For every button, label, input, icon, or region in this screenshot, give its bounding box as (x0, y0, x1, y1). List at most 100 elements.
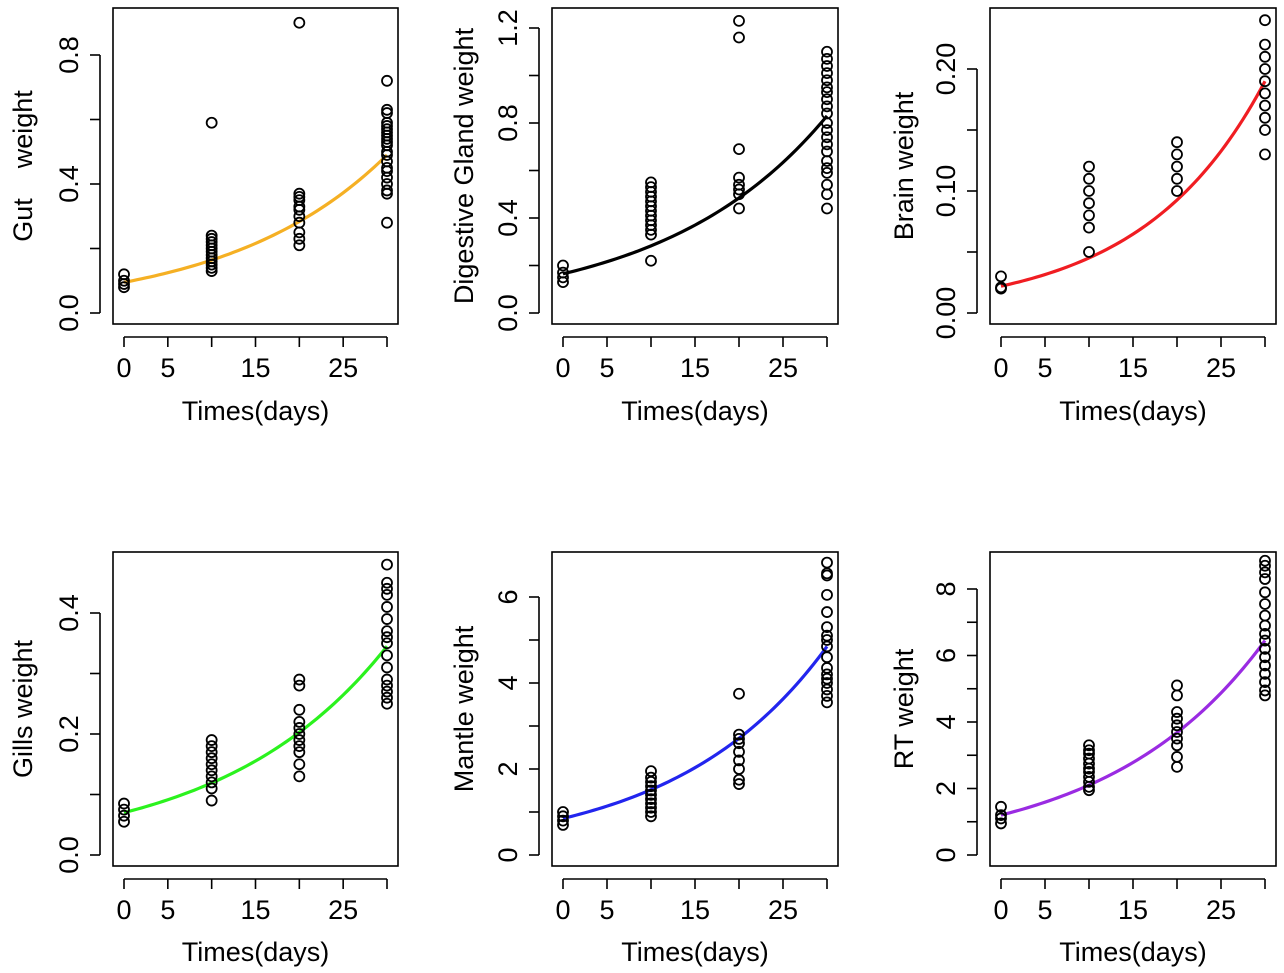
data-point (821, 124, 833, 137)
x-tick-label: 5 (160, 895, 175, 925)
data-point (293, 758, 306, 771)
data-point (293, 226, 306, 239)
x-tick-label: 0 (993, 895, 1008, 925)
data-point (1259, 75, 1271, 88)
data-point (205, 740, 218, 752)
x-axis-label: Times(days) (182, 937, 330, 967)
data-point (1171, 160, 1183, 173)
y-tick-label: 0.4 (54, 594, 84, 632)
y-tick-label: 0.8 (54, 36, 84, 74)
data-point (1259, 566, 1271, 579)
x-axis-label: Times(days) (621, 937, 769, 967)
data-point (821, 696, 833, 709)
plot-frame (551, 551, 839, 867)
data-point (645, 788, 657, 801)
y-tick-label: 4 (931, 714, 961, 729)
x-tick-label: 5 (599, 353, 614, 383)
data-point (1259, 651, 1271, 664)
data-point (205, 794, 218, 807)
data-point (293, 770, 306, 783)
data-point (645, 801, 657, 814)
x-tick-label: 0 (993, 353, 1008, 383)
data-point (381, 178, 393, 190)
data-point (1083, 770, 1095, 783)
data-point (1259, 609, 1271, 622)
y-tick-label: 8 (931, 581, 961, 596)
data-point (733, 183, 745, 196)
data-point (1171, 679, 1183, 692)
data-point (1171, 148, 1183, 161)
y-tick-label: 6 (493, 589, 523, 604)
data-point (733, 754, 745, 767)
data-point (733, 178, 745, 191)
data-point (821, 107, 833, 120)
data-point (293, 216, 306, 229)
x-tick-label: 15 (1118, 353, 1148, 383)
data-point (1259, 38, 1271, 51)
data-point (557, 814, 569, 827)
data-point (1259, 684, 1271, 697)
data-point (995, 809, 1007, 821)
data-point (381, 631, 393, 644)
y-tick-label: 0.2 (54, 715, 84, 753)
data-point (1259, 598, 1271, 610)
data-point (1171, 712, 1183, 725)
plot-frame (989, 7, 1277, 325)
y-tick-label: 0.20 (931, 43, 961, 96)
data-point (381, 558, 393, 571)
x-tick-label: 15 (1118, 895, 1148, 925)
data-point (1259, 50, 1271, 63)
data-point (995, 270, 1007, 283)
data-point (733, 728, 745, 741)
data-point (1171, 732, 1183, 745)
data-point (205, 752, 218, 765)
data-point (1259, 667, 1271, 680)
data-point (995, 800, 1007, 813)
fit-curve (123, 645, 389, 815)
data-point (381, 582, 393, 595)
x-tick-label: 0 (555, 895, 570, 925)
data-point (821, 556, 833, 569)
data-point (557, 266, 569, 279)
y-tick-label: 0.4 (54, 165, 84, 203)
data-point (1171, 726, 1183, 738)
data-point (1171, 706, 1183, 718)
data-point (205, 734, 218, 746)
data-point (1083, 209, 1095, 222)
x-tick-label: 5 (1037, 895, 1052, 925)
data-point (821, 634, 833, 646)
y-axis-label: Gut weight (8, 90, 38, 242)
data-point (1083, 185, 1095, 197)
data-point (1259, 87, 1271, 100)
data-point (557, 259, 569, 272)
data-point (1259, 689, 1271, 702)
data-point (1259, 148, 1271, 161)
y-tick-label: 0.00 (931, 287, 961, 340)
data-point (1083, 744, 1095, 757)
y-tick-label: 0 (931, 847, 961, 862)
data-point (205, 229, 218, 242)
y-tick-label: 0 (493, 847, 523, 862)
data-point (821, 100, 833, 113)
x-tick-label: 15 (680, 895, 710, 925)
y-tick-label: 1.2 (493, 9, 523, 47)
panel-3: 0 5 15 25 0.00 0.10 0.20 Times(days) Brain weigh… (889, 7, 1277, 426)
data-point (381, 588, 393, 601)
data-point (821, 155, 833, 167)
data-point (821, 74, 833, 87)
x-tick-label: 15 (240, 353, 270, 383)
data-point (118, 274, 130, 287)
data-point (557, 806, 569, 818)
x-tick-label: 25 (328, 353, 358, 383)
data-point (381, 649, 393, 662)
data-point (645, 780, 657, 793)
x-tick-label: 5 (1037, 353, 1052, 383)
data-point (645, 176, 657, 189)
data-point (1171, 719, 1183, 732)
data-point (995, 817, 1007, 830)
y-tick-label: 4 (493, 675, 523, 690)
data-point (1083, 747, 1095, 760)
